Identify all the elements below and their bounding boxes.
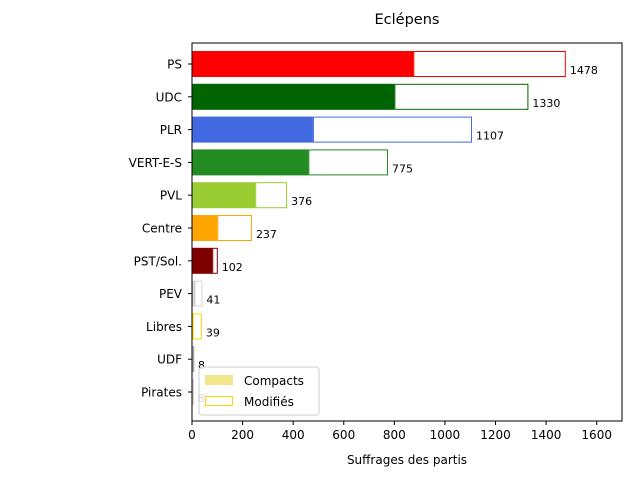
total-label-2: 1107	[476, 130, 504, 143]
chart-title: Eclépens	[375, 12, 440, 28]
bar-modifies-2	[312, 116, 473, 143]
bar-modifies-8	[192, 313, 202, 340]
bar-compacts-6	[192, 247, 213, 274]
x-tick-label-7: 1400	[531, 428, 562, 442]
bar-compacts-5	[192, 215, 218, 241]
legend: Compacts Modifiés	[198, 366, 320, 416]
category-label-7: PEV	[159, 287, 183, 301]
bar-modifies-3	[308, 149, 389, 176]
total-label-8: 39	[206, 326, 220, 339]
category-label-2: PLR	[160, 123, 182, 137]
bar-modifies-6	[212, 247, 218, 274]
total-label-6: 102	[222, 261, 243, 274]
total-label-4: 376	[291, 195, 312, 208]
total-labels-group: 147813301107775376237102413988	[198, 64, 598, 405]
legend-swatch-0	[205, 375, 233, 385]
total-label-5: 237	[256, 228, 277, 241]
bar-compacts-1	[192, 83, 395, 110]
x-tick-label-3: 600	[332, 428, 355, 442]
plot-frame	[191, 42, 623, 422]
bar-modifies-5	[217, 215, 252, 241]
x-axis-label: Suffrages des partis	[347, 453, 467, 467]
category-label-3: VERT-E-S	[129, 156, 182, 170]
legend-label-1: Modifiés	[244, 395, 294, 409]
x-tick-label-6: 1200	[480, 428, 511, 442]
category-label-6: PST/Sol.	[134, 254, 182, 268]
x-axis: 0 200 400 600 800 1000 1200 1400 1600	[188, 421, 612, 442]
x-tick-label-1: 200	[231, 428, 254, 442]
category-label-5: Centre	[142, 222, 182, 236]
x-tick-label-2: 400	[282, 428, 305, 442]
legend-swatch-1	[205, 396, 233, 406]
category-labels-group: PS UDC PLR VERT-E-S PVL Centre PST/Sol. PEV Libr…	[129, 58, 192, 400]
total-label-9: 8	[198, 359, 205, 372]
category-label-4: PVL	[160, 189, 182, 203]
x-tick-label-5: 1000	[430, 428, 461, 442]
category-label-8: Libres	[146, 320, 182, 334]
bar-compacts-2	[192, 116, 313, 143]
category-label-9: UDF	[157, 353, 182, 367]
bar-modifies-7	[194, 280, 203, 307]
x-tick-label-8: 1600	[581, 428, 612, 442]
bar-modifies-4	[255, 182, 288, 209]
category-label-0: PS	[167, 58, 182, 72]
bar-compacts-4	[192, 182, 256, 209]
total-label-3: 775	[392, 162, 413, 175]
bar-compacts-0	[192, 51, 414, 77]
category-label-10: Pirates	[141, 386, 182, 400]
category-label-1: UDC	[156, 90, 182, 104]
bar-compacts-7	[192, 280, 195, 307]
bar-modifies-1	[394, 83, 529, 110]
total-label-7: 41	[206, 294, 220, 307]
bar-compacts-3	[192, 149, 309, 176]
bars-group	[192, 51, 566, 405]
bar-modifies-9	[192, 346, 195, 373]
x-tick-label-4: 800	[383, 428, 406, 442]
total-label-1: 1330	[532, 97, 560, 110]
legend-label-0: Compacts	[244, 374, 304, 388]
bar-modifies-0	[413, 51, 566, 77]
bar-modifies-10	[192, 379, 195, 405]
total-label-0: 1478	[570, 64, 598, 77]
x-tick-label-0: 0	[188, 428, 196, 442]
